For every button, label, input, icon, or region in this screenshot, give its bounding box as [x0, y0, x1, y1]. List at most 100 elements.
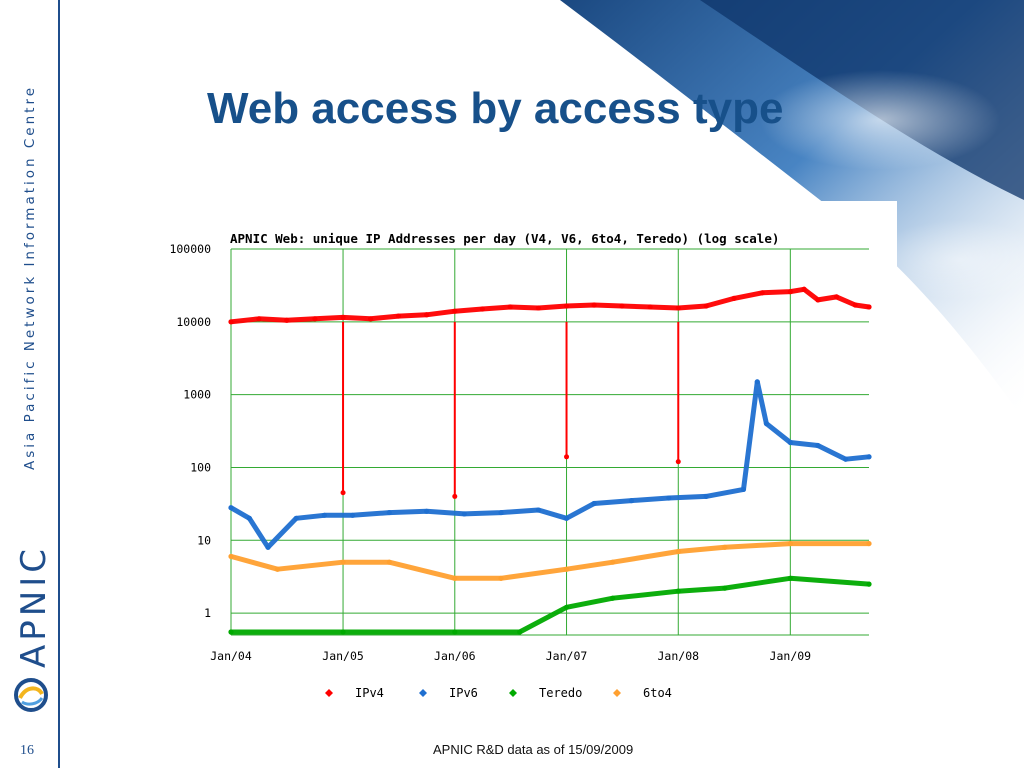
- data-point-6to4: [498, 575, 504, 581]
- data-point-ipv4: [312, 316, 318, 322]
- data-point-teredo: [517, 629, 523, 635]
- line-chart: APNIC Web: unique IP Addresses per day (…: [169, 231, 872, 700]
- data-point-ipv6: [535, 507, 541, 513]
- data-point-ipv4: [368, 316, 374, 322]
- data-point-ipv6: [461, 511, 467, 517]
- data-point-ipv6: [293, 515, 299, 521]
- data-point-ipv4: [395, 313, 402, 319]
- organization-name: Asia Pacific Network Information Centre: [22, 84, 38, 470]
- data-point-6to4: [274, 566, 281, 572]
- slide-number: 16: [20, 743, 34, 758]
- data-point-ipv6: [843, 456, 849, 462]
- data-point-ipv6: [591, 500, 597, 507]
- data-point-ipv6: [815, 442, 821, 449]
- data-point-teredo: [866, 581, 872, 587]
- legend-label-6to4: 6to4: [643, 686, 672, 700]
- data-point-ipv6: [265, 544, 271, 550]
- data-point-ipv6: [246, 515, 252, 521]
- data-point-6to4: [787, 540, 793, 547]
- data-point-ipv4: [507, 304, 513, 310]
- data-point-teredo: [452, 629, 458, 635]
- sidebar-divider: [58, 0, 60, 768]
- series-line-6to4: [228, 541, 872, 581]
- data-point-6to4: [675, 548, 681, 555]
- legend-marker-teredo: [509, 689, 517, 697]
- data-point-ipv4: [619, 303, 625, 309]
- data-point-ipv6: [666, 495, 672, 501]
- data-point-teredo: [228, 629, 234, 635]
- ipv4-dip-point: [675, 459, 681, 465]
- data-point-ipv4: [647, 304, 653, 310]
- data-point-teredo: [340, 629, 346, 635]
- data-point-6to4: [866, 540, 872, 547]
- data-point-teredo: [563, 604, 570, 610]
- data-point-ipv4: [284, 317, 290, 323]
- data-point-6to4: [722, 544, 728, 550]
- legend-marker-ipv6: [419, 689, 427, 697]
- legend-label-teredo: Teredo: [539, 686, 582, 700]
- chart-title: APNIC Web: unique IP Addresses per day (…: [230, 231, 779, 246]
- data-point-6to4: [340, 559, 346, 565]
- data-point-ipv4: [759, 290, 765, 296]
- data-point-ipv6: [703, 493, 709, 500]
- data-point-ipv4: [424, 312, 430, 318]
- x-tick-label: Jan/08: [658, 649, 700, 663]
- data-point-ipv6: [563, 515, 570, 521]
- series-line-teredo: [228, 575, 872, 635]
- x-tick-label: Jan/09: [770, 649, 812, 663]
- y-tick-label: 1000: [183, 388, 211, 402]
- data-point-6to4: [452, 575, 458, 581]
- y-tick-label: 100000: [169, 242, 211, 256]
- data-point-ipv4: [535, 305, 541, 311]
- data-point-ipv4: [340, 314, 346, 320]
- data-point-6to4: [563, 566, 570, 572]
- x-tick-label: Jan/05: [322, 649, 364, 663]
- data-point-ipv4: [731, 295, 737, 301]
- ipv4-dip-point: [340, 490, 346, 496]
- data-point-ipv6: [866, 454, 872, 460]
- data-point-6to4: [228, 553, 234, 560]
- x-tick-label: Jan/06: [434, 649, 476, 663]
- data-point-ipv6: [754, 379, 760, 385]
- series-line-ipv4: [228, 286, 872, 325]
- data-point-6to4: [386, 559, 392, 565]
- data-point-ipv4: [815, 297, 821, 303]
- legend-marker-6to4: [613, 689, 621, 697]
- legend-label-ipv6: IPv6: [449, 686, 478, 700]
- data-point-ipv6: [763, 421, 770, 427]
- data-point-ipv4: [675, 305, 681, 311]
- page-title: Web access by access type: [207, 84, 784, 133]
- legend-label-ipv4: IPv4: [355, 686, 384, 700]
- data-point-teredo: [610, 595, 616, 601]
- data-point-ipv4: [479, 306, 485, 312]
- data-point-ipv6: [424, 508, 430, 514]
- data-point-ipv4: [228, 319, 234, 325]
- data-point-ipv4: [591, 302, 597, 308]
- data-point-ipv6: [321, 512, 327, 518]
- data-point-ipv4: [787, 288, 793, 295]
- ipv4-dip-point: [452, 493, 458, 499]
- data-point-ipv4: [703, 303, 709, 309]
- data-point-ipv4: [866, 304, 872, 310]
- apnic-logo-text: APNIC: [14, 545, 54, 668]
- y-tick-label: 10000: [176, 315, 211, 329]
- data-point-ipv4: [256, 316, 262, 322]
- footer-note: APNIC R&D data as of 15/09/2009: [433, 742, 634, 757]
- x-tick-label: Jan/07: [546, 649, 588, 663]
- data-point-ipv6: [386, 509, 392, 516]
- x-tick-label: Jan/04: [210, 649, 252, 663]
- data-point-6to4: [610, 559, 616, 565]
- data-point-ipv6: [349, 512, 356, 518]
- data-point-ipv6: [228, 505, 234, 511]
- apnic-logo-icon: [14, 678, 48, 712]
- y-tick-label: 10: [197, 533, 211, 547]
- y-tick-label: 1: [204, 606, 211, 620]
- data-point-ipv4: [833, 294, 840, 300]
- data-point-ipv4: [563, 303, 570, 309]
- data-point-teredo: [787, 575, 793, 581]
- data-point-ipv4: [801, 286, 807, 292]
- ipv4-dip-point: [564, 454, 570, 460]
- data-point-ipv6: [740, 486, 747, 492]
- data-point-ipv6: [498, 509, 504, 516]
- chart-panel: APNIC Web: unique IP Addresses per day (…: [155, 201, 897, 714]
